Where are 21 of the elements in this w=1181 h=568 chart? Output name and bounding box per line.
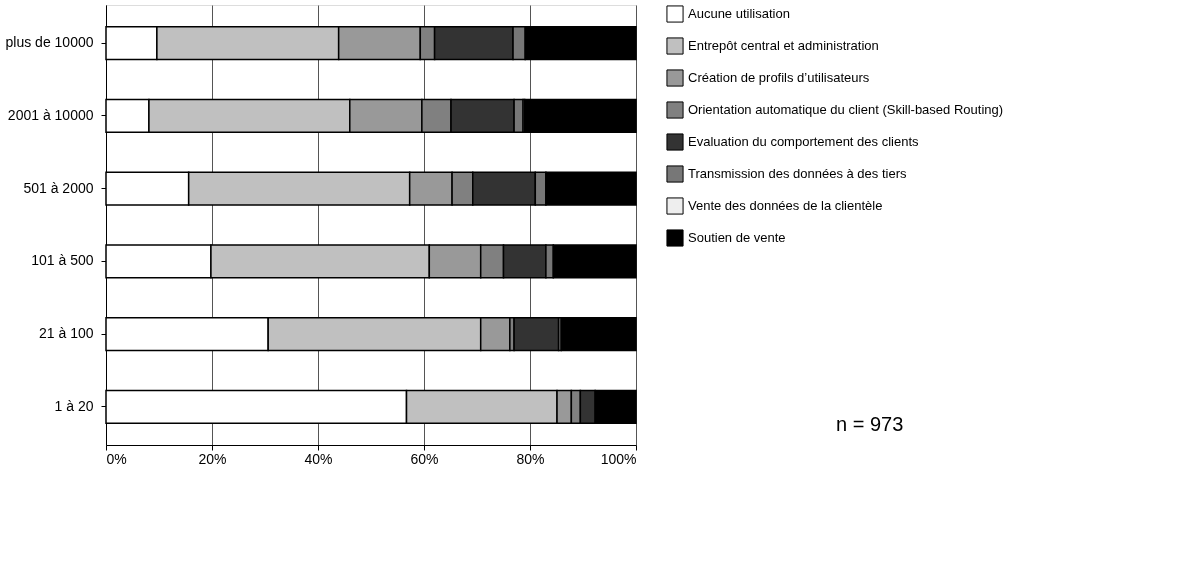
- x-tick-label: 80%: [516, 450, 545, 467]
- x-tick-label: 100%: [600, 450, 637, 467]
- legend-label: Soutien de vente: [688, 230, 786, 245]
- legend-label: Création de profils d’utilisateurs: [688, 70, 870, 85]
- legend-label: Evaluation du comportement des clients: [688, 134, 920, 149]
- y-tick-label: 1 à 20: [54, 397, 94, 414]
- x-tick-label: 20%: [198, 450, 227, 467]
- legend-label: Orientation automatique du client (Skill-based Routing): [688, 102, 1004, 117]
- y-tick-label: 21 à 100: [39, 325, 94, 342]
- x-tick-label: 60%: [410, 450, 439, 467]
- y-tick-label: 2001 à 10000: [7, 106, 94, 123]
- y-tick-label: 101 à 500: [31, 252, 94, 269]
- legend-label: Aucune utilisation: [688, 6, 790, 21]
- legend-label: Entrepôt central et administration: [688, 38, 879, 53]
- legend-label: Transmission des données à des tiers: [688, 166, 907, 181]
- text: n = 973: [836, 413, 904, 435]
- x-tick-label: 0%: [106, 450, 127, 467]
- x-tick-label: 40%: [304, 450, 333, 467]
- y-tick-label: 501 à 2000: [23, 179, 94, 196]
- y-tick-label: plus de 10000: [5, 34, 94, 51]
- legend-label: Vente des données de la clientèle: [688, 198, 883, 213]
